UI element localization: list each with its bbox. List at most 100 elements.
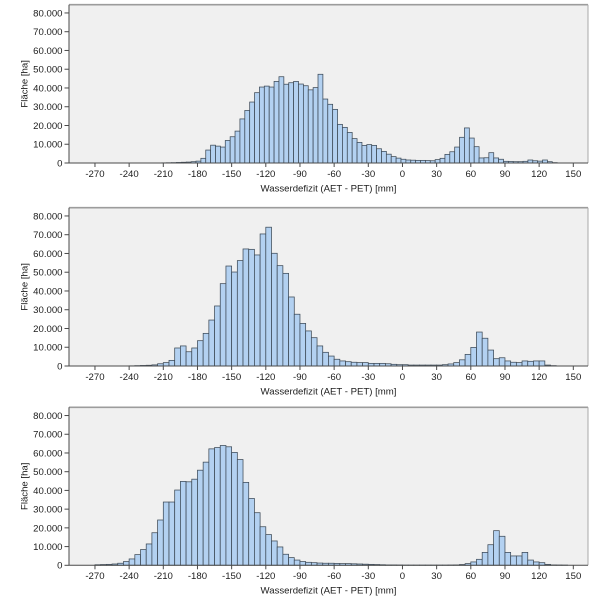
histogram-bar [208, 448, 215, 566]
histogram-bar [214, 447, 221, 566]
histogram-bar [168, 359, 176, 367]
histogram-bar [293, 313, 301, 367]
histogram-bar [504, 360, 512, 367]
y-tick-label: 30.000 [33, 505, 62, 516]
histogram-bar [362, 362, 369, 367]
x-tick-label: -180 [188, 571, 207, 582]
histogram-bar [145, 543, 153, 566]
histogram-bar [488, 152, 495, 164]
histogram-bar [470, 561, 477, 566]
histogram-bar [305, 330, 312, 367]
histogram-bar [400, 158, 407, 164]
x-tick-label: -30 [361, 169, 375, 180]
histogram-bar [278, 76, 285, 164]
histogram-bar [449, 151, 456, 164]
x-tick-label: -90 [293, 571, 307, 582]
x-tick-label: 90 [500, 571, 511, 582]
histogram-bar [271, 540, 278, 566]
x-axis-title: Wasserdefizit (AET - PET) [mm] [261, 386, 397, 397]
histogram-bar [498, 535, 506, 566]
x-tick-label: -90 [293, 372, 307, 383]
histogram-bar [498, 158, 504, 164]
histogram-bar [202, 461, 210, 566]
y-tick-label: 20.000 [33, 324, 62, 335]
histogram-bar [288, 296, 295, 367]
histogram-bar [299, 561, 307, 566]
histogram-bar [504, 552, 512, 566]
plot-area [69, 407, 588, 566]
histogram-bar [356, 362, 363, 367]
histogram-bar [478, 157, 485, 164]
histogram-bar [356, 141, 363, 164]
histogram-bar [453, 362, 460, 367]
histogram-bar [174, 347, 181, 367]
histogram-bar [454, 146, 460, 164]
y-tick-label: 20.000 [33, 121, 62, 132]
x-tick-label: 30 [431, 372, 442, 383]
histogram-bar [395, 157, 402, 164]
histogram-bar [328, 355, 335, 367]
y-tick-label: 40.000 [33, 83, 62, 94]
x-tick-label: 30 [431, 571, 442, 582]
x-tick-label: -240 [120, 169, 139, 180]
x-tick-label: -180 [188, 169, 207, 180]
x-tick-label: -270 [85, 571, 104, 582]
histogram-bar [259, 233, 267, 367]
histogram-bar [219, 445, 227, 566]
histogram-bar [268, 86, 275, 164]
x-axis-title: Wasserdefizit (AET - PET) [mm] [261, 586, 397, 597]
histogram-bar [265, 226, 272, 367]
histogram-bar [307, 89, 314, 164]
histogram-bar [197, 469, 204, 566]
histogram-bar [242, 481, 250, 566]
histogram-bar [350, 361, 358, 367]
histogram-bar [293, 559, 301, 566]
x-tick-label: -210 [154, 372, 173, 383]
histogram-bar [346, 132, 353, 164]
histogram-bar [229, 136, 236, 164]
histogram-bar [510, 555, 517, 566]
histogram-bar [282, 272, 289, 367]
x-tick-label: 60 [465, 571, 476, 582]
histogram-bar [476, 558, 483, 566]
y-axis-title: Fläche [ha] [20, 263, 31, 310]
x-tick-label: -210 [154, 169, 173, 180]
histogram-bar [361, 144, 368, 164]
histogram-bar [185, 481, 193, 566]
histogram-bar [259, 86, 265, 164]
x-tick-label: 150 [565, 571, 581, 582]
histogram-panel-3: 0 10.000 20.000 30.000 40.000 50.000 60.000 70.… [20, 406, 589, 597]
histogram-bar [162, 501, 170, 566]
y-tick-label: 0 [57, 361, 62, 372]
histogram-bar [197, 340, 204, 367]
histogram-bar [214, 305, 221, 367]
x-tick-label: 60 [465, 372, 476, 383]
histogram-bar [527, 360, 534, 367]
histogram-bar [208, 319, 215, 367]
histogram-bar [533, 360, 540, 367]
x-tick-label: 30 [431, 169, 442, 180]
histogram-bar [481, 337, 489, 367]
histogram-bar [487, 349, 494, 367]
histogram-bar [191, 478, 198, 566]
histogram-bar [180, 481, 187, 566]
histogram-bar [276, 546, 284, 566]
y-tick-label: 60.000 [33, 448, 62, 459]
histogram-bars [161, 73, 558, 164]
histogram-bar [487, 544, 494, 566]
histogram-bar [345, 361, 352, 367]
x-tick-label: 150 [565, 169, 581, 180]
x-tick-label: 0 [400, 372, 405, 383]
histogram-bar [527, 559, 534, 566]
y-axis-title: Fläche [ha] [20, 60, 31, 107]
histogram-bar [521, 552, 529, 566]
histogram-bar [259, 526, 267, 566]
histogram-bar [123, 561, 130, 566]
histogram-bar [316, 345, 324, 367]
y-tick-label: 40.000 [33, 486, 62, 497]
histogram-bar [521, 360, 529, 367]
histogram-bar [254, 254, 261, 367]
y-tick-label: 0 [57, 561, 62, 572]
y-tick-label: 60.000 [33, 46, 62, 57]
y-tick-label: 30.000 [33, 305, 62, 316]
